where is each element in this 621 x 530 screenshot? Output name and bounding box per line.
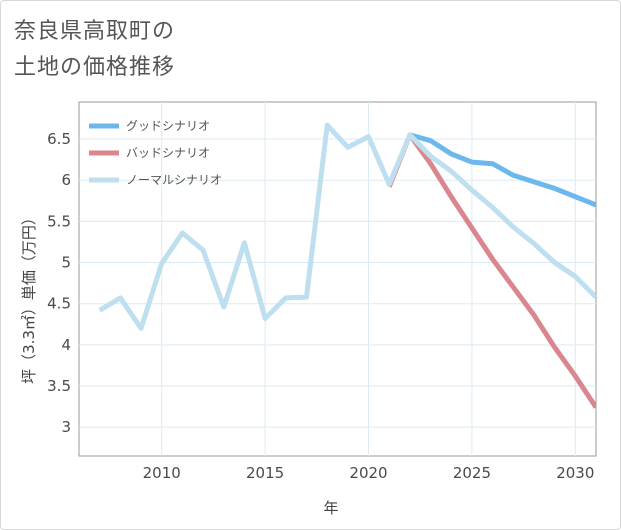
- x-tick-label: 2020: [349, 464, 387, 482]
- series-line-0: [409, 132, 596, 208]
- y-tick-label: 6.5: [47, 130, 71, 148]
- series-line-1: [386, 132, 596, 409]
- y-tick-label: 3.5: [47, 377, 71, 395]
- series-line-2: [98, 122, 596, 331]
- legend-label: ノーマルシナリオ: [126, 173, 222, 187]
- x-tick-label: 2025: [453, 464, 491, 482]
- y-tick-label: 6: [61, 171, 71, 189]
- y-tick-label: 3: [61, 418, 71, 436]
- y-tick-labels: 3 3.5 4 4.5 5 5.5 6 6.5: [47, 130, 71, 436]
- x-axis-title: 年: [323, 499, 338, 517]
- legend-label: バッドシナリオ: [126, 146, 210, 160]
- y-tick-label: 5: [61, 254, 71, 272]
- x-tick-label: 2015: [246, 464, 284, 482]
- y-tick-label: 4: [61, 336, 71, 354]
- grid-lines: [79, 102, 596, 456]
- x-tick-label: 2030: [556, 464, 594, 482]
- x-tick-label: 2010: [143, 464, 181, 482]
- series-lines: [98, 122, 596, 409]
- y-axis-title: 坪（3.3㎡）単価（万円）: [20, 210, 38, 384]
- x-tick-labels: 2010 2015 2020 2025 2030: [143, 464, 595, 482]
- legend-label: グッドシナリオ: [126, 119, 210, 133]
- y-tick-label: 4.5: [47, 295, 71, 313]
- chart-title-line-2: 土地の価格推移: [14, 55, 176, 80]
- chart-title-line-1: 奈良県高取町の: [14, 19, 176, 44]
- y-tick-label: 5.5: [47, 212, 71, 230]
- chart-title: 奈良県高取町の 土地の価格推移: [14, 14, 175, 86]
